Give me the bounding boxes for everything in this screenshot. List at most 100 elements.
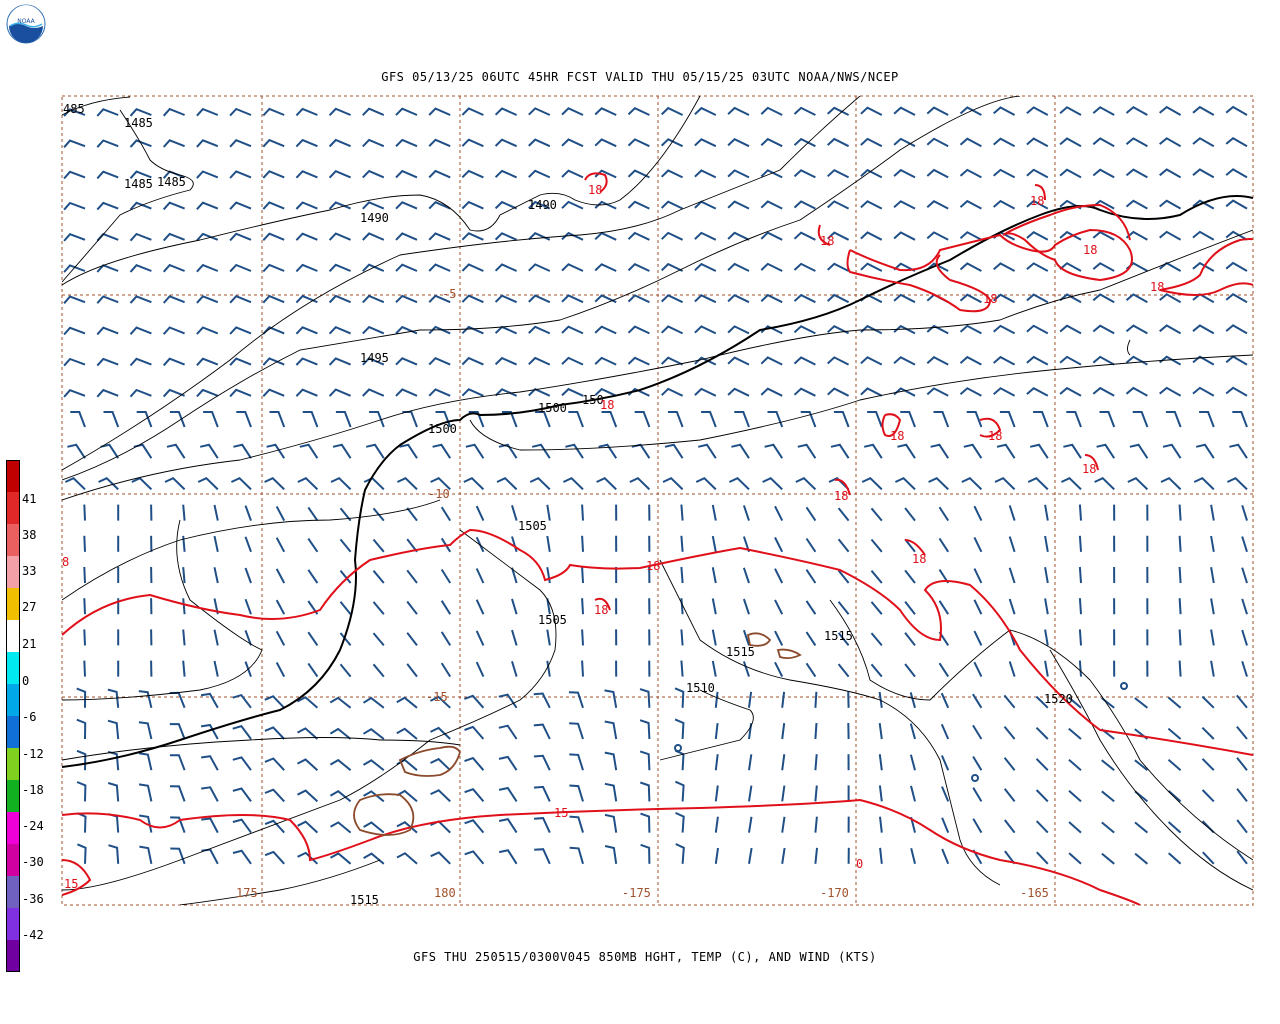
wind-barb	[1125, 386, 1148, 397]
wind-barb	[627, 231, 650, 241]
wind-barb	[339, 538, 352, 553]
wind-barb	[1068, 758, 1082, 771]
wind-barb	[1004, 819, 1016, 834]
wind-barb	[461, 325, 484, 335]
wind-barb	[760, 293, 783, 304]
wind-barb	[972, 693, 983, 709]
wind-barb	[1192, 105, 1215, 116]
wind-barb	[893, 200, 916, 210]
wind-barb	[594, 387, 617, 397]
wind-barb	[196, 201, 219, 210]
wind-barb	[728, 477, 750, 491]
lat-label-5: -5	[442, 287, 456, 301]
wind-barb	[1063, 443, 1082, 459]
wind-barb	[139, 845, 153, 864]
wind-barb	[764, 443, 784, 459]
wind-barb	[993, 168, 1016, 179]
wind-barb	[372, 601, 385, 615]
wind-barb	[533, 723, 551, 740]
wind-barb	[199, 443, 219, 459]
wind-barb	[814, 785, 818, 802]
wind-barb	[196, 295, 219, 304]
wind-barb	[742, 505, 750, 521]
wind-barb	[307, 662, 319, 678]
wind-barb	[814, 691, 818, 708]
wind-barb	[1092, 355, 1115, 366]
wind-barb	[793, 106, 816, 116]
height-label: 1485	[124, 177, 153, 191]
wind-barb	[938, 600, 950, 615]
color-scale-label: 33	[22, 564, 37, 578]
wind-barb	[529, 477, 551, 491]
coastlines	[353, 632, 802, 836]
wind-barb	[362, 357, 385, 366]
wind-barb	[546, 535, 551, 552]
wind-barb	[972, 755, 983, 771]
wind-barb	[511, 629, 518, 646]
wind-barb	[1036, 851, 1049, 865]
wind-barb	[900, 411, 916, 428]
wind-barb	[494, 325, 518, 335]
wind-barb	[661, 262, 684, 272]
wind-barb	[627, 325, 650, 335]
wind-barb	[1035, 726, 1049, 740]
wind-barb	[1159, 168, 1182, 179]
wind-barb	[680, 504, 684, 521]
wind-barb	[640, 843, 651, 864]
temp-label: 18	[588, 183, 602, 197]
lon-label-175: 175	[236, 886, 258, 900]
wind-barb	[861, 477, 883, 491]
wind-barb	[1101, 852, 1115, 865]
wind-barb	[1044, 629, 1049, 646]
wind-barb	[395, 388, 418, 397]
color-scale-label: -30	[22, 855, 44, 869]
wind-barb	[1059, 230, 1082, 241]
wind-barb	[1192, 386, 1215, 397]
wind-barb	[428, 107, 451, 116]
wind-barb	[1125, 199, 1148, 210]
wind-barb	[1035, 789, 1049, 803]
wind-barb	[742, 567, 750, 584]
wind-barb	[363, 790, 385, 803]
wind-barb	[893, 356, 916, 366]
wind-barb	[604, 689, 618, 708]
wind-barb	[594, 107, 617, 116]
wind-barb	[1236, 850, 1248, 865]
wind-barb	[1078, 629, 1082, 646]
wind-barb	[528, 169, 551, 179]
wind-barb	[748, 691, 753, 708]
wind-barb	[406, 663, 418, 678]
wind-barb	[973, 661, 983, 678]
wind-barb	[837, 663, 850, 678]
wind-barb	[805, 631, 817, 646]
wind-barb	[307, 569, 319, 584]
wind-barb	[1229, 443, 1248, 459]
wind-barb	[330, 852, 352, 865]
color-scale-swatch	[6, 716, 20, 749]
wind-barb	[63, 326, 86, 336]
wind-barb	[275, 662, 286, 678]
wind-barb	[993, 262, 1016, 272]
wind-barb	[372, 570, 385, 584]
wind-barb	[774, 537, 784, 553]
wind-barb	[1068, 790, 1082, 803]
lat-label-10: -10	[428, 487, 450, 501]
wind-barb	[695, 477, 717, 491]
wind-barb	[295, 232, 318, 241]
wind-barb	[1236, 725, 1248, 740]
wind-barb	[1003, 725, 1016, 740]
temperature-contours	[62, 172, 1253, 905]
wind-barb	[926, 324, 949, 335]
height-label: 1485	[124, 116, 153, 130]
wind-barb	[694, 387, 717, 397]
wind-barb	[793, 356, 816, 366]
wind-barb	[1192, 199, 1215, 210]
wind-barb	[827, 200, 850, 210]
wind-barb	[760, 200, 783, 210]
temp-label: 18	[1150, 280, 1164, 294]
wind-barb	[67, 443, 86, 459]
wind-barb	[760, 169, 783, 179]
wind-barb	[661, 294, 684, 304]
wind-barb	[909, 723, 916, 740]
wind-barb	[959, 231, 982, 241]
